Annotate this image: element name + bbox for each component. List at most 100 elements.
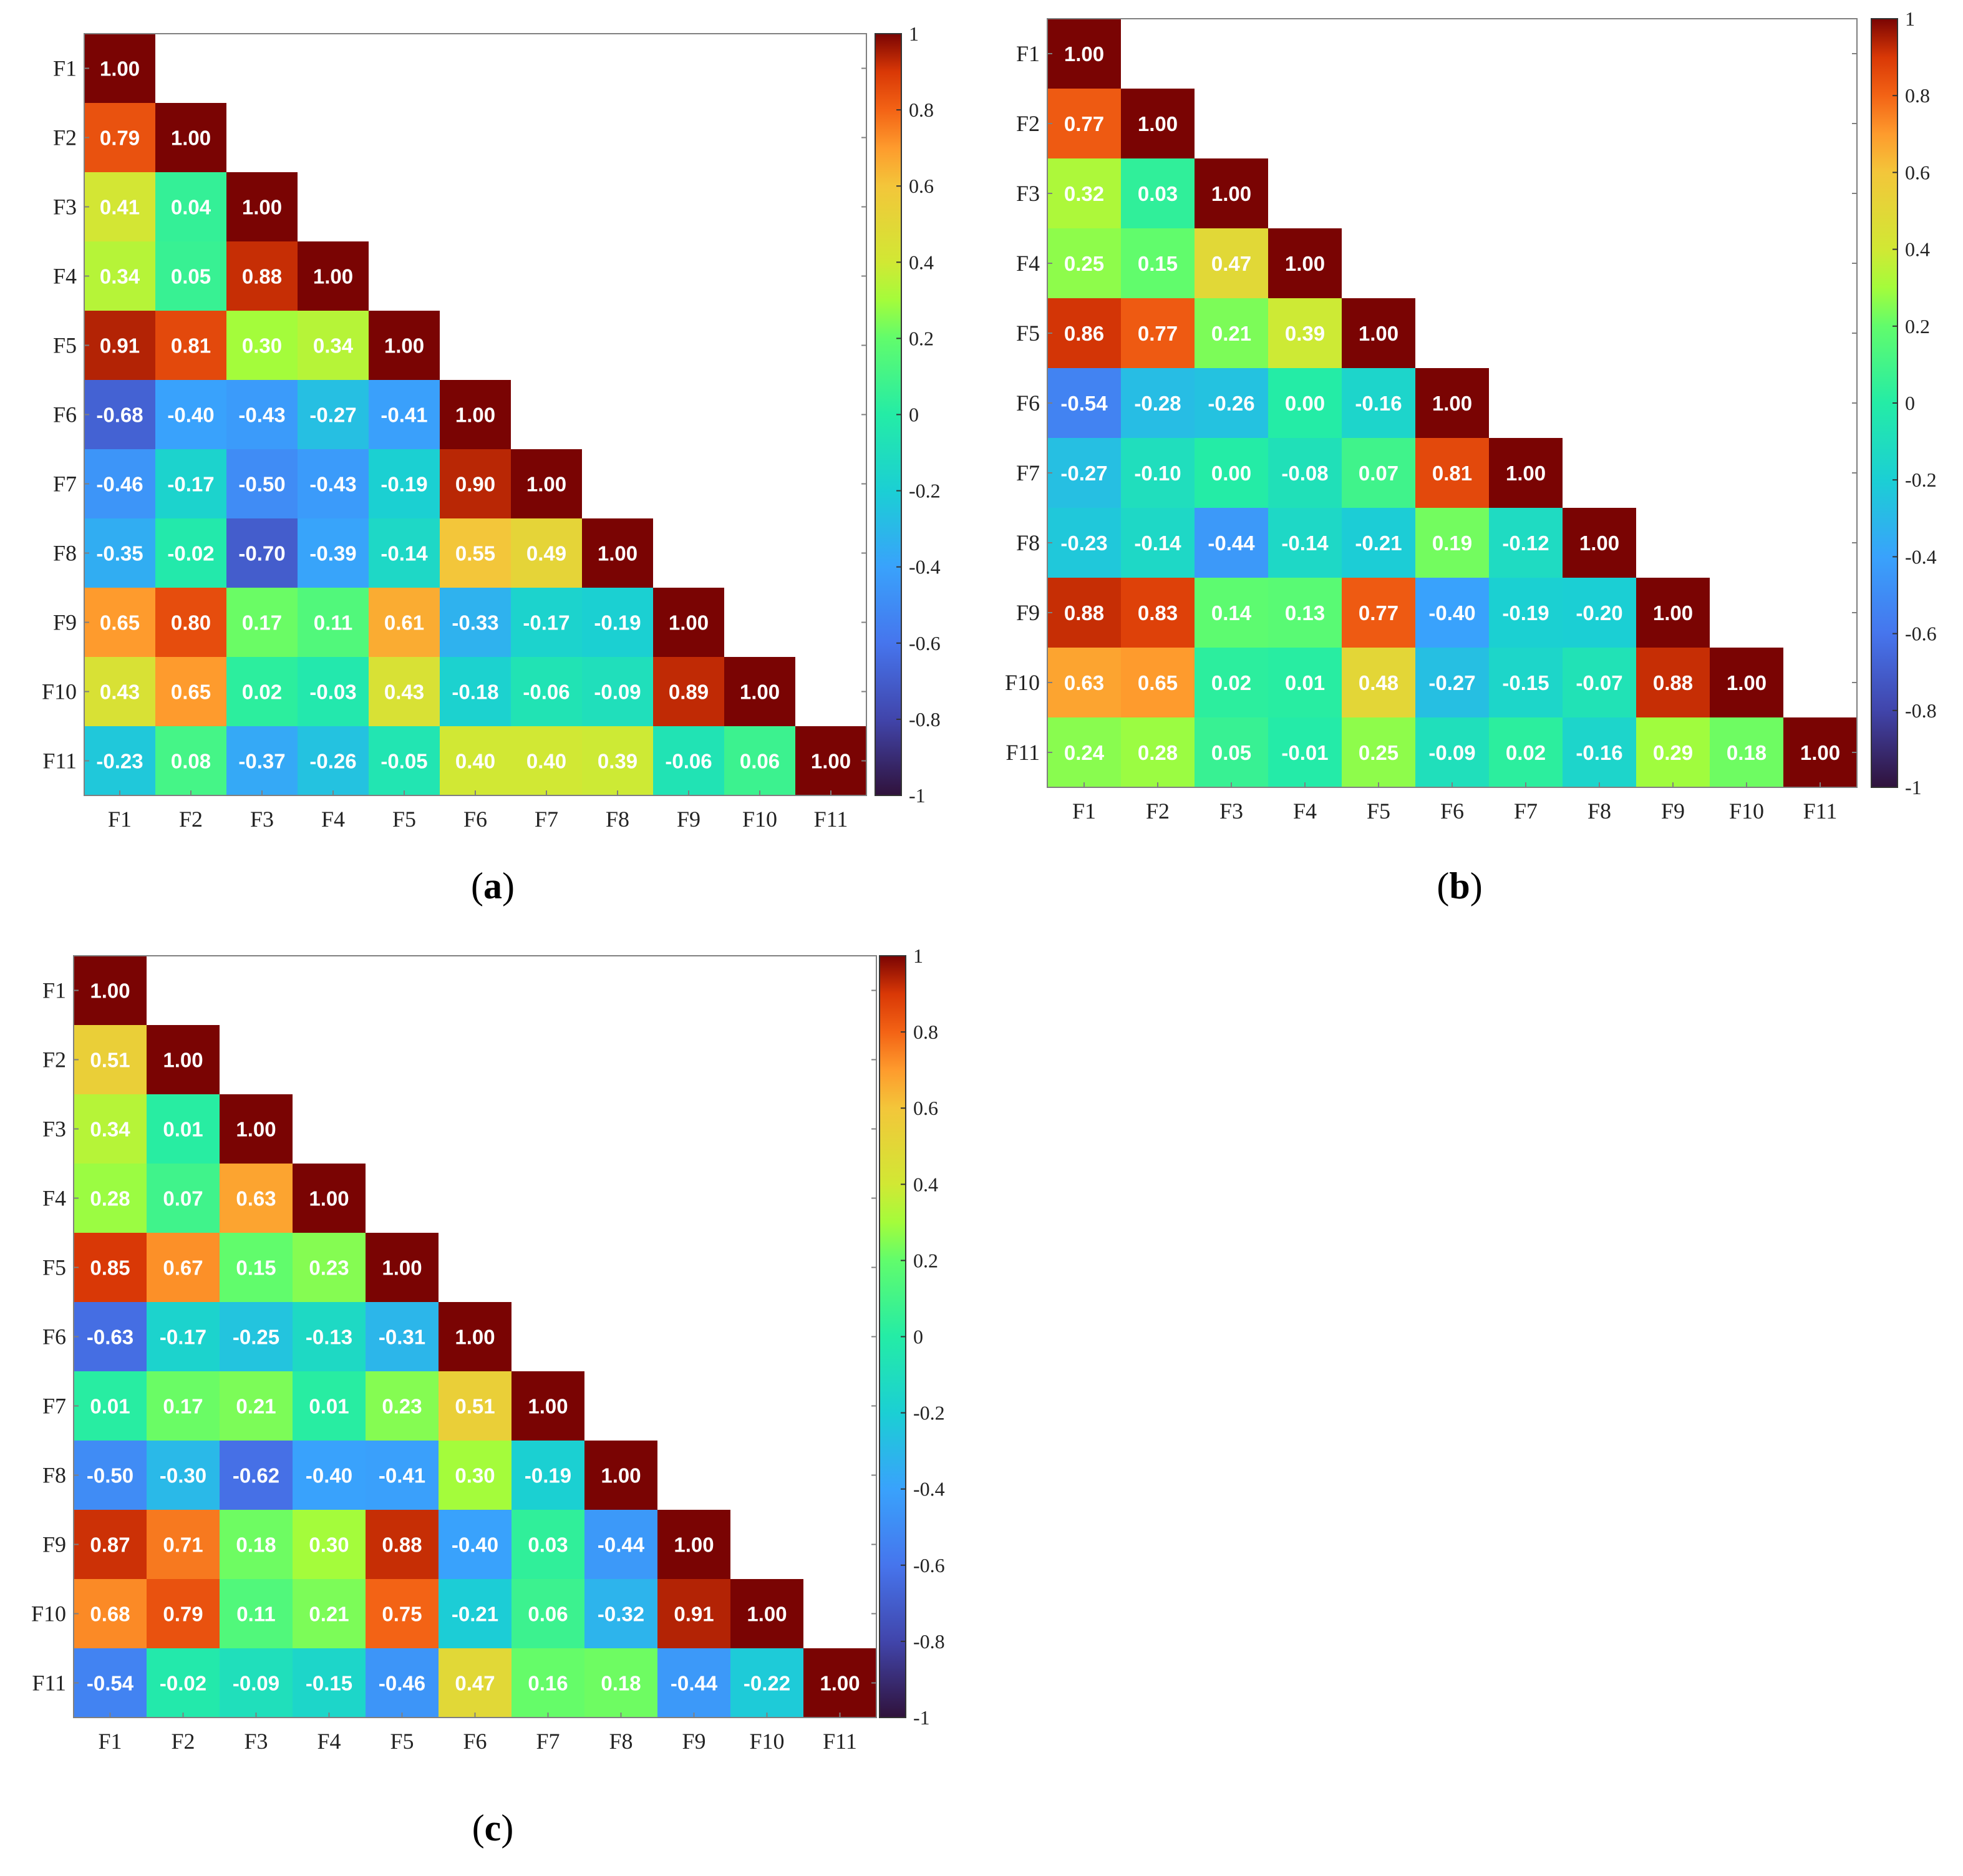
heatmap-cell (147, 1441, 220, 1510)
cell-value-label: -0.40 (452, 1533, 498, 1557)
cell-value-label: 0.80 (171, 611, 211, 634)
heatmap-cell (220, 1441, 293, 1510)
cell-value-label: -0.03 (309, 681, 356, 704)
heatmap-cell (1342, 368, 1415, 438)
heatmap-cell (1195, 158, 1268, 228)
heatmap-cell (155, 657, 226, 726)
cell-value-label: -0.14 (1281, 532, 1329, 555)
cell-value-label: 1.00 (100, 57, 140, 80)
x-tick-label: F2 (1146, 799, 1170, 824)
heatmap-cell (1342, 717, 1415, 787)
cell-value-label: 0.87 (90, 1533, 130, 1557)
cell-value-label: -0.14 (380, 542, 428, 565)
cell-value-label: -0.17 (523, 611, 570, 634)
cell-value-label: -0.16 (1576, 741, 1622, 764)
cell-value-label: 0.25 (1359, 741, 1398, 764)
heatmap-cell (584, 1441, 657, 1510)
heatmap-cell (511, 449, 582, 518)
heatmap-cell (1563, 717, 1636, 787)
cell-value-label: 0.75 (382, 1603, 422, 1626)
cell-value-label: -0.43 (309, 473, 356, 496)
heatmap-cell (298, 311, 369, 380)
cell-value-label: -0.02 (160, 1672, 206, 1695)
colorbar-tick-label: -1 (913, 1706, 930, 1729)
heatmap-cell (1415, 508, 1489, 578)
heatmap-cell (293, 1441, 366, 1510)
y-tick-label: F5 (53, 333, 77, 358)
heatmap-cell (298, 449, 369, 518)
x-tick-label: F9 (1661, 799, 1685, 824)
heatmap-cell (439, 1441, 511, 1510)
heatmap-cell (1342, 298, 1415, 368)
cell-value-label: -0.21 (1355, 532, 1402, 555)
heatmap-cell (1489, 578, 1563, 648)
panel-label: (c) (472, 1807, 514, 1849)
heatmap-cell (147, 1302, 220, 1371)
cell-value-label: 1.00 (1506, 462, 1546, 485)
heatmap-cell (1121, 438, 1195, 508)
cell-value-label: -0.06 (523, 681, 570, 704)
cell-value-label: 0.91 (674, 1603, 714, 1626)
y-tick-label: F1 (42, 978, 66, 1003)
colorbar-tick-label: 0.4 (1905, 238, 1930, 261)
heatmap-cell (220, 1302, 293, 1371)
cell-value-label: -0.23 (1060, 532, 1107, 555)
x-tick-label: F7 (536, 1729, 560, 1754)
heatmap-cell (84, 588, 155, 657)
heatmap-cell (84, 172, 155, 241)
heatmap-cell (155, 726, 226, 795)
cell-value-label: -0.26 (1208, 392, 1254, 415)
cell-value-label: 0.15 (236, 1256, 276, 1280)
colorbar-tick-label: 0 (909, 404, 919, 426)
heatmap-cell (366, 1510, 439, 1579)
cell-value-label: 1.00 (528, 1395, 568, 1418)
heatmap-cell (1489, 717, 1563, 787)
heatmap-cell (1268, 298, 1342, 368)
heatmap-cell (582, 657, 653, 726)
cell-value-label: 1.00 (1211, 182, 1251, 205)
heatmap-cell (74, 1579, 147, 1648)
cell-value-label: 1.00 (740, 681, 780, 704)
cell-value-label: -0.44 (671, 1672, 718, 1695)
heatmap-cell (511, 726, 582, 795)
heatmap-cell (1121, 368, 1195, 438)
cell-value-label: -0.50 (87, 1464, 133, 1487)
x-tick-label: F5 (390, 1729, 414, 1754)
heatmap-cell (1121, 298, 1195, 368)
colorbar-tick-label: 1 (1905, 7, 1915, 30)
heatmap-cell (511, 657, 582, 726)
heatmap-cell (1047, 19, 1121, 89)
heatmap-cell (1047, 508, 1121, 578)
cell-value-label: 1.00 (669, 611, 709, 634)
heatmap-cell (293, 1371, 366, 1441)
heatmap-cell (147, 1579, 220, 1648)
cell-value-label: 0.32 (1064, 182, 1104, 205)
heatmap-cell (1047, 438, 1121, 508)
cell-value-label: 0.83 (1138, 601, 1178, 625)
heatmap-cell (226, 241, 298, 311)
cell-value-label: -0.62 (233, 1464, 279, 1487)
x-tick-label: F7 (535, 807, 558, 832)
y-tick-label: F2 (53, 125, 77, 150)
cell-value-label: 0.21 (1211, 322, 1251, 345)
x-tick-label: F4 (317, 1729, 341, 1754)
heatmap-cell (369, 518, 440, 588)
heatmap-cell (1047, 158, 1121, 228)
cell-value-label: -0.46 (96, 473, 143, 496)
heatmap-cell (1195, 717, 1268, 787)
heatmap-cell (1342, 438, 1415, 508)
cell-value-label: 0.07 (163, 1187, 203, 1210)
cell-value-label: 0.08 (171, 750, 211, 773)
heatmap-cell (657, 1579, 730, 1648)
y-tick-label: F7 (53, 472, 77, 497)
heatmap-cell (369, 380, 440, 449)
y-tick-label: F8 (1016, 530, 1040, 555)
heatmap-cell (366, 1302, 439, 1371)
heatmap-cell (74, 1025, 147, 1094)
cell-value-label: 1.00 (811, 750, 851, 773)
heatmap-cell (366, 1579, 439, 1648)
heatmap-cell (1268, 578, 1342, 648)
heatmap-cell (1415, 717, 1489, 787)
heatmap-cell (1121, 578, 1195, 648)
